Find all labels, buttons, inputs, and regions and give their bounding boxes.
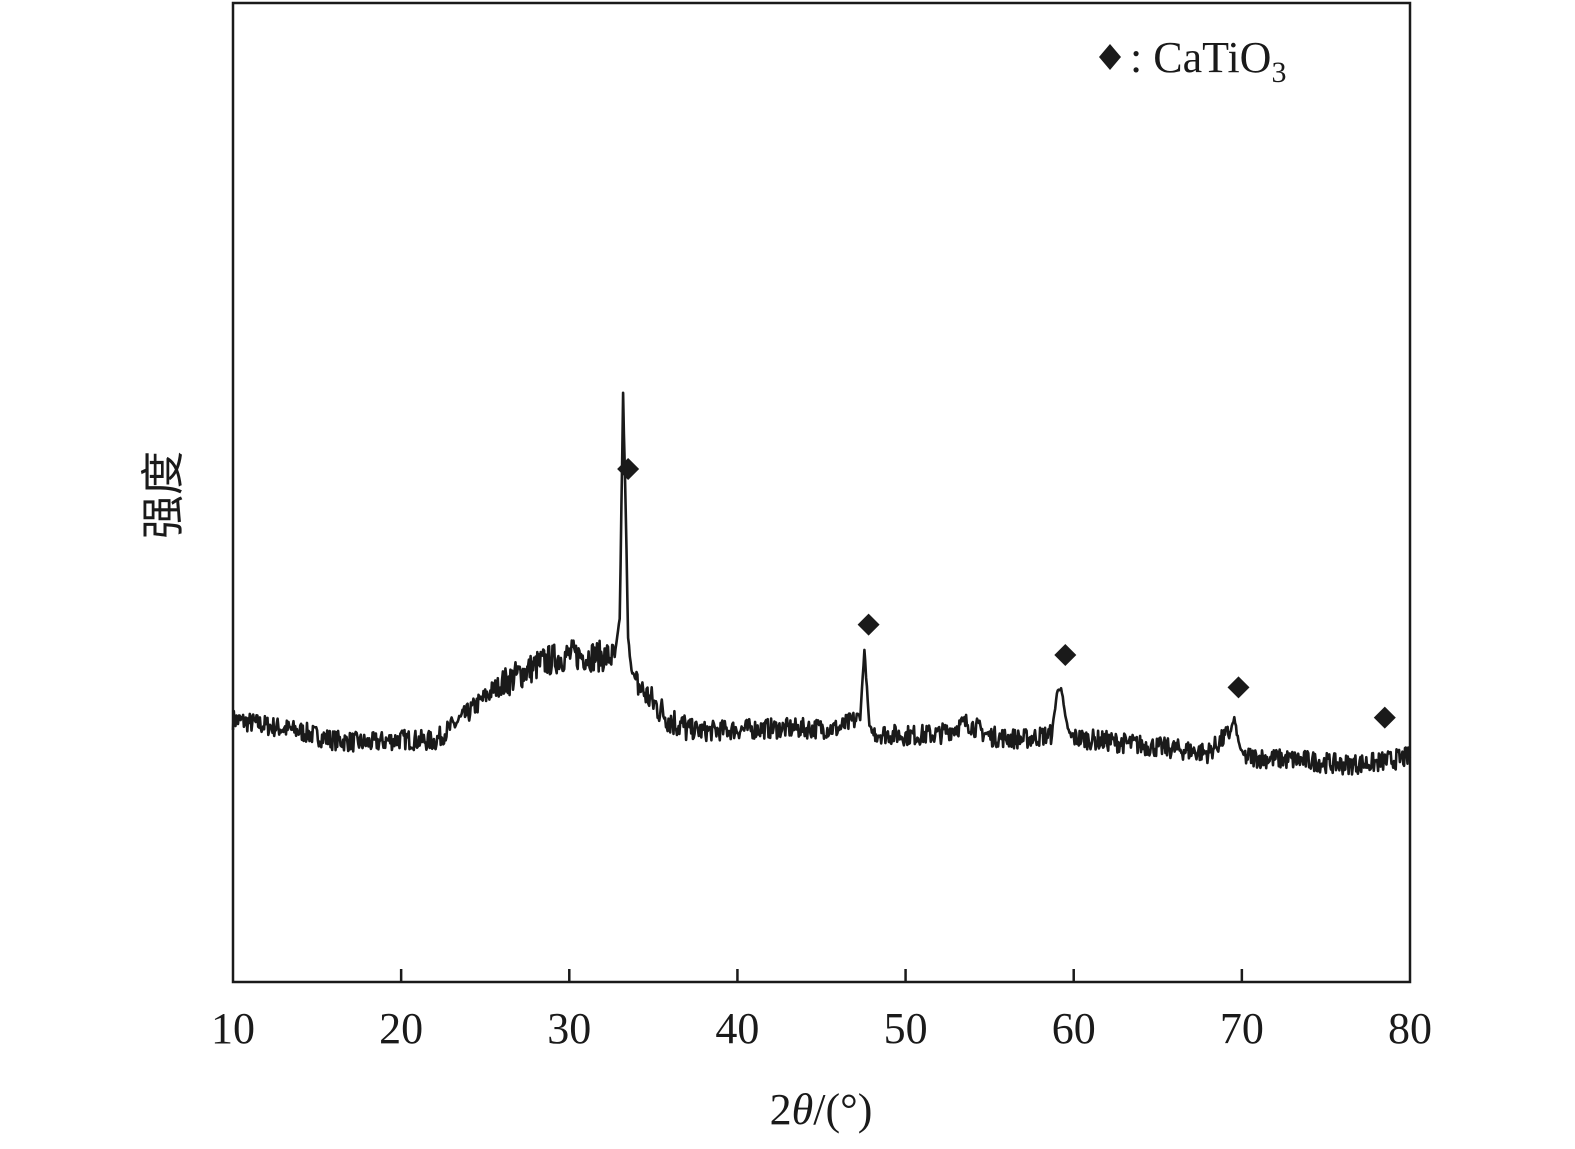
x-tick-label: 10 [211,1004,255,1053]
peak-marker-diamond-icon [1373,706,1396,729]
x-axis-title: 2θ/(°) [770,1085,873,1134]
peak-marker-diamond-icon [617,458,640,481]
legend-label: : CaTiO3 [1130,33,1286,89]
x-axis-ticks [399,969,1244,982]
series-line-xrd-pattern [231,391,1412,776]
legend-label-main: CaTiO [1153,33,1271,82]
legend-label-sub: 3 [1271,56,1286,89]
legend-marker-icon [1099,44,1121,70]
y-axis-title: 强度 [138,451,189,539]
peak-markers [617,458,1396,729]
peak-marker-diamond-icon [1054,644,1077,667]
legend-separator: : [1130,33,1153,82]
x-tick-label: 80 [1388,1004,1432,1053]
x-axis-title-symbol: θ [792,1085,814,1134]
x-tick-label: 30 [547,1004,591,1053]
peak-marker-diamond-icon [857,613,880,636]
x-tick-label: 70 [1220,1004,1264,1053]
x-tick-label: 60 [1052,1004,1096,1053]
x-axis-tick-labels: 10 20 30 40 50 60 70 80 [211,1004,1432,1053]
legend: : CaTiO3 [1099,33,1286,89]
x-tick-label: 20 [379,1004,423,1053]
peak-marker-diamond-icon [1227,676,1250,699]
plot-frame [231,1,1412,984]
x-tick-label: 40 [715,1004,759,1053]
x-axis-title-prefix: 2 [770,1085,792,1134]
x-tick-label: 50 [884,1004,928,1053]
x-axis-title-suffix: /(°) [813,1085,872,1134]
